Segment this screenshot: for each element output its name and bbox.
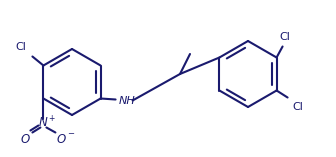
Text: Cl: Cl bbox=[293, 103, 303, 113]
Text: O: O bbox=[21, 133, 30, 146]
Text: Cl: Cl bbox=[279, 32, 290, 41]
Text: −: − bbox=[68, 129, 74, 138]
Text: O: O bbox=[57, 133, 66, 146]
Text: Cl: Cl bbox=[15, 41, 27, 51]
Text: NH: NH bbox=[119, 95, 135, 106]
Text: N: N bbox=[39, 116, 48, 129]
Text: +: + bbox=[48, 114, 55, 123]
